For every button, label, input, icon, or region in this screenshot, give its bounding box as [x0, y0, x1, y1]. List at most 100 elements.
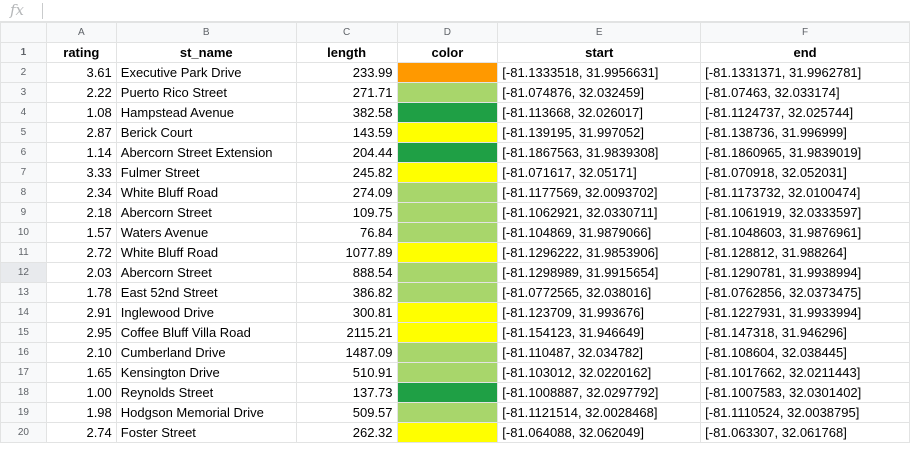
- cell-color[interactable]: [396, 202, 499, 223]
- cell-rating[interactable]: 2.34: [45, 182, 117, 203]
- row-number[interactable]: 17: [0, 362, 47, 383]
- cell-end[interactable]: [-81.1331371, 31.9962781]: [700, 62, 910, 83]
- cell-st-name[interactable]: Coffee Bluff Villa Road: [115, 322, 297, 343]
- cell-length[interactable]: 271.71: [295, 82, 398, 103]
- cell-length[interactable]: 300.81: [295, 302, 398, 323]
- header-cell-st-name[interactable]: st_name: [115, 42, 297, 63]
- column-header-b[interactable]: B: [115, 22, 297, 43]
- cell-length[interactable]: 1077.89: [295, 242, 398, 263]
- cell-rating[interactable]: 1.57: [45, 222, 117, 243]
- cell-st-name[interactable]: Cumberland Drive: [115, 342, 297, 363]
- cell-color[interactable]: [396, 282, 499, 303]
- cell-length[interactable]: 233.99: [295, 62, 398, 83]
- cell-color[interactable]: [396, 302, 499, 323]
- cell-st-name[interactable]: Abercorn Street: [115, 202, 297, 223]
- cell-rating[interactable]: 1.98: [45, 402, 117, 423]
- cell-rating[interactable]: 2.22: [45, 82, 117, 103]
- cell-st-name[interactable]: Abercorn Street: [115, 262, 297, 283]
- row-number[interactable]: 1: [0, 42, 47, 63]
- column-header-a[interactable]: A: [45, 22, 117, 43]
- cell-start[interactable]: [-81.103012, 32.0220162]: [497, 362, 702, 383]
- header-cell-rating[interactable]: rating: [45, 42, 117, 63]
- cell-st-name[interactable]: White Bluff Road: [115, 242, 297, 263]
- cell-color[interactable]: [396, 322, 499, 343]
- cell-st-name[interactable]: East 52nd Street: [115, 282, 297, 303]
- cell-length[interactable]: 2115.21: [295, 322, 398, 343]
- cell-rating[interactable]: 2.91: [45, 302, 117, 323]
- cell-start[interactable]: [-81.1296222, 31.9853906]: [497, 242, 702, 263]
- cell-rating[interactable]: 1.65: [45, 362, 117, 383]
- cell-length[interactable]: 386.82: [295, 282, 398, 303]
- cell-st-name[interactable]: Reynolds Street: [115, 382, 297, 403]
- row-number[interactable]: 5: [0, 122, 47, 143]
- cell-st-name[interactable]: Abercorn Street Extension: [115, 142, 297, 163]
- row-number[interactable]: 4: [0, 102, 47, 123]
- cell-rating[interactable]: 2.03: [45, 262, 117, 283]
- row-number[interactable]: 20: [0, 422, 47, 443]
- cell-length[interactable]: 382.58: [295, 102, 398, 123]
- cell-rating[interactable]: 2.74: [45, 422, 117, 443]
- cell-end[interactable]: [-81.1124737, 32.025744]: [700, 102, 910, 123]
- cell-end[interactable]: [-81.1017662, 32.0211443]: [700, 362, 910, 383]
- cell-start[interactable]: [-81.1121514, 32.0028468]: [497, 402, 702, 423]
- cell-start[interactable]: [-81.1867563, 31.9839308]: [497, 142, 702, 163]
- cell-start[interactable]: [-81.104869, 31.9879066]: [497, 222, 702, 243]
- cell-rating[interactable]: 3.33: [45, 162, 117, 183]
- cell-end[interactable]: [-81.063307, 32.061768]: [700, 422, 910, 443]
- row-number[interactable]: 13: [0, 282, 47, 303]
- row-number[interactable]: 15: [0, 322, 47, 343]
- cell-color[interactable]: [396, 242, 499, 263]
- column-header-d[interactable]: D: [396, 22, 499, 43]
- cell-rating[interactable]: 3.61: [45, 62, 117, 83]
- cell-start[interactable]: [-81.1062921, 32.0330711]: [497, 202, 702, 223]
- row-number[interactable]: 10: [0, 222, 47, 243]
- row-number[interactable]: 3: [0, 82, 47, 103]
- cell-color[interactable]: [396, 182, 499, 203]
- cell-st-name[interactable]: Hampstead Avenue: [115, 102, 297, 123]
- cell-length[interactable]: 274.09: [295, 182, 398, 203]
- cell-st-name[interactable]: Kensington Drive: [115, 362, 297, 383]
- column-header-c[interactable]: C: [295, 22, 398, 43]
- cell-end[interactable]: [-81.1227931, 31.9933994]: [700, 302, 910, 323]
- cell-start[interactable]: [-81.123709, 31.993676]: [497, 302, 702, 323]
- header-cell-start[interactable]: start: [497, 42, 702, 63]
- cell-color[interactable]: [396, 62, 499, 83]
- cell-start[interactable]: [-81.071617, 32.05171]: [497, 162, 702, 183]
- cell-rating[interactable]: 1.08: [45, 102, 117, 123]
- header-cell-length[interactable]: length: [295, 42, 398, 63]
- row-number[interactable]: 19: [0, 402, 47, 423]
- row-number[interactable]: 14: [0, 302, 47, 323]
- cell-length[interactable]: 204.44: [295, 142, 398, 163]
- cell-end[interactable]: [-81.1110524, 32.0038795]: [700, 402, 910, 423]
- header-cell-color[interactable]: color: [396, 42, 499, 63]
- cell-st-name[interactable]: Berick Court: [115, 122, 297, 143]
- row-number[interactable]: 18: [0, 382, 47, 403]
- cell-rating[interactable]: 2.10: [45, 342, 117, 363]
- cell-rating[interactable]: 1.00: [45, 382, 117, 403]
- formula-input[interactable]: [48, 2, 898, 20]
- row-number[interactable]: 16: [0, 342, 47, 363]
- cell-st-name[interactable]: Foster Street: [115, 422, 297, 443]
- cell-rating[interactable]: 2.72: [45, 242, 117, 263]
- cell-end[interactable]: [-81.138736, 31.996999]: [700, 122, 910, 143]
- cell-length[interactable]: 510.91: [295, 362, 398, 383]
- cell-start[interactable]: [-81.1298989, 31.9915654]: [497, 262, 702, 283]
- column-header-e[interactable]: E: [497, 22, 702, 43]
- select-all-corner[interactable]: [0, 22, 47, 43]
- cell-length[interactable]: 76.84: [295, 222, 398, 243]
- cell-st-name[interactable]: Hodgson Memorial Drive: [115, 402, 297, 423]
- cell-color[interactable]: [396, 82, 499, 103]
- cell-end[interactable]: [-81.1860965, 31.9839019]: [700, 142, 910, 163]
- cell-rating[interactable]: 2.87: [45, 122, 117, 143]
- cell-st-name[interactable]: White Bluff Road: [115, 182, 297, 203]
- cell-start[interactable]: [-81.110487, 32.034782]: [497, 342, 702, 363]
- cell-st-name[interactable]: Fulmer Street: [115, 162, 297, 183]
- cell-length[interactable]: 888.54: [295, 262, 398, 283]
- cell-length[interactable]: 245.82: [295, 162, 398, 183]
- row-number[interactable]: 2: [0, 62, 47, 83]
- cell-st-name[interactable]: Executive Park Drive: [115, 62, 297, 83]
- cell-rating[interactable]: 2.95: [45, 322, 117, 343]
- cell-end[interactable]: [-81.1048603, 31.9876961]: [700, 222, 910, 243]
- cell-start[interactable]: [-81.064088, 32.062049]: [497, 422, 702, 443]
- cell-length[interactable]: 262.32: [295, 422, 398, 443]
